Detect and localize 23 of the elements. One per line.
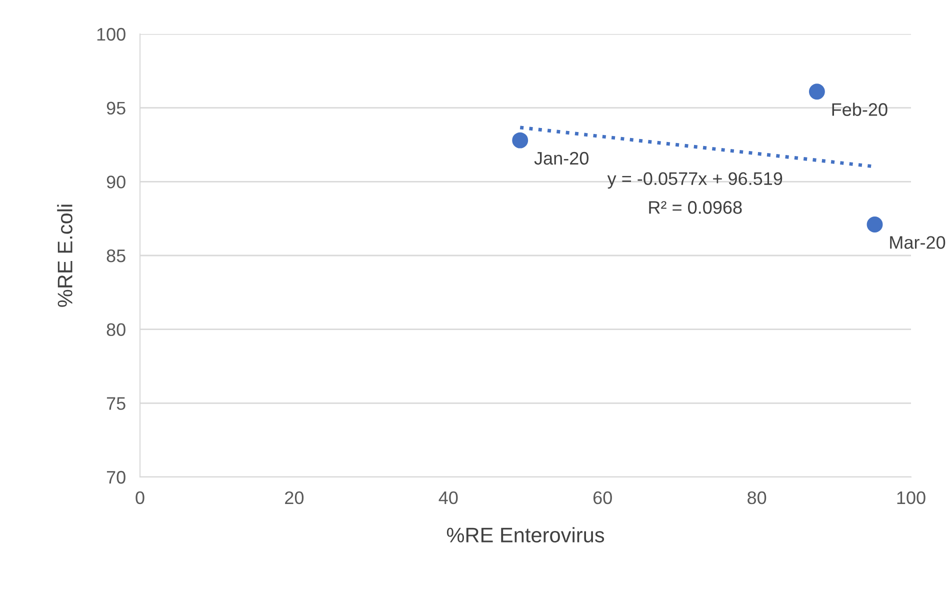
annotation: Jan-20	[534, 152, 588, 165]
x-tick-label: 40	[438, 491, 458, 504]
x-tick-label: 20	[285, 491, 304, 504]
y-tick-label: 75	[106, 397, 126, 410]
x-tick-label: 80	[748, 491, 766, 504]
x-tick-label: 60	[593, 491, 612, 504]
point	[512, 132, 528, 148]
x-tick-label: 0	[136, 491, 144, 504]
point	[866, 216, 883, 232]
y-tick-label: 90	[106, 176, 126, 188]
y-tick-label: 95	[106, 102, 126, 115]
annotation: Feb-20	[832, 102, 888, 116]
annotation: R² = 0.0968	[649, 201, 742, 214]
y-tick-label: 100	[97, 28, 126, 41]
y-tick-label: 70	[106, 470, 126, 484]
annotation: Mar-20	[890, 236, 946, 249]
x-tick-label: 100	[897, 491, 926, 504]
y-tick-label: 85	[106, 249, 126, 262]
x-axis-title: %RE Enterovirus	[446, 527, 604, 542]
annotation: y = -0.0577x + 96.519	[607, 172, 782, 189]
y-axis-title: %RE E.coli	[57, 204, 72, 307]
point	[808, 84, 825, 100]
y-tick-label: 80	[106, 323, 126, 336]
